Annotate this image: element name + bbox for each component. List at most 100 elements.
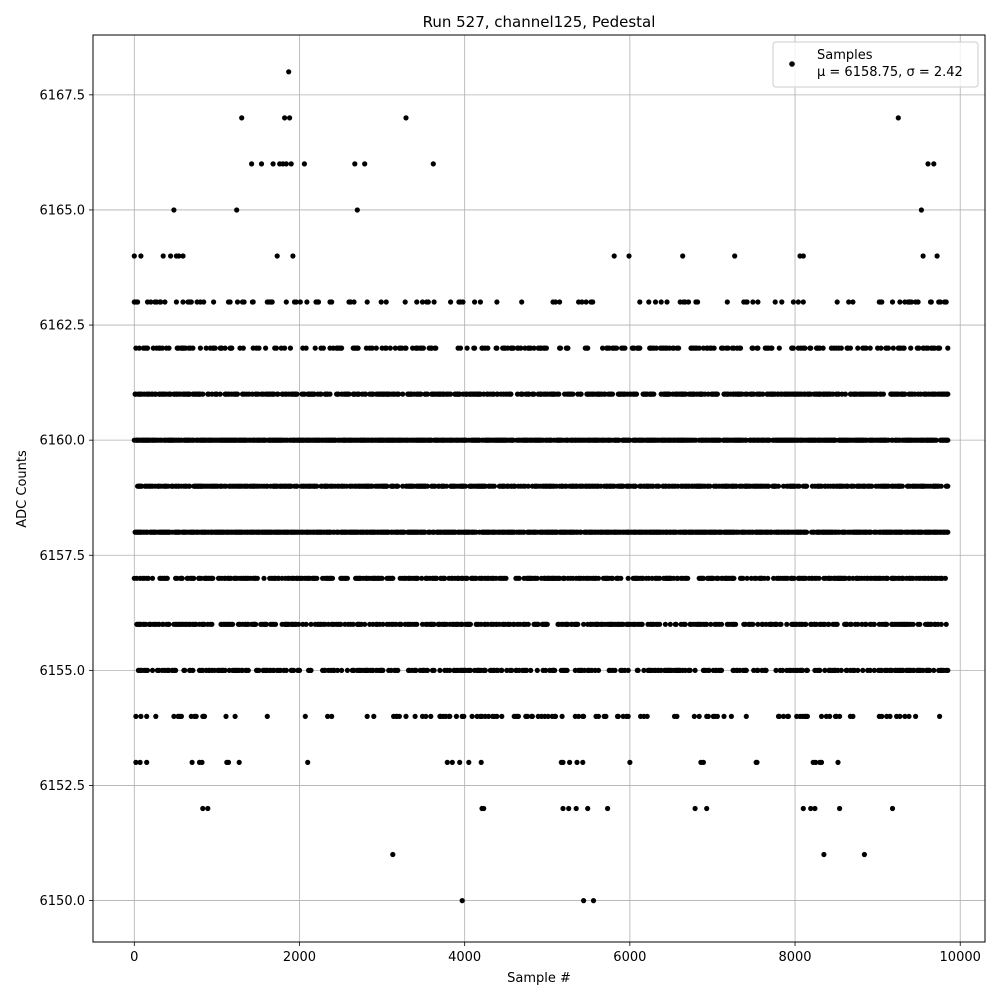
- data-point: [447, 713, 453, 720]
- data-point: [294, 483, 300, 489]
- data-point: [800, 253, 806, 259]
- data-point: [481, 805, 487, 812]
- data-point: [937, 345, 943, 351]
- data-point: [449, 759, 455, 766]
- x-axis-ticks: 0 2000 4000 6000 8000 10000: [130, 942, 981, 965]
- data-point: [201, 299, 207, 305]
- data-point: [222, 345, 228, 351]
- data-point: [885, 345, 892, 351]
- data-point: [817, 667, 823, 674]
- data-point: [834, 299, 840, 305]
- x-tick-label: 10000: [940, 950, 981, 965]
- data-point: [329, 713, 335, 720]
- data-point: [403, 115, 409, 121]
- data-point: [346, 391, 352, 397]
- data-point: [696, 345, 702, 351]
- data-point: [383, 345, 389, 351]
- data-point: [838, 345, 844, 351]
- data-point: [162, 299, 168, 305]
- data-point: [403, 713, 409, 720]
- data-point: [925, 161, 931, 167]
- data-point: [164, 575, 170, 581]
- data-point: [835, 759, 841, 766]
- data-point: [315, 299, 322, 305]
- data-point: [433, 345, 439, 351]
- data-point: [737, 345, 744, 351]
- data-point: [704, 805, 710, 812]
- data-point: [282, 345, 288, 351]
- data-point: [557, 299, 563, 305]
- data-point: [131, 253, 137, 259]
- data-point: [673, 621, 679, 627]
- data-point: [200, 391, 206, 397]
- data-point: [209, 621, 215, 627]
- data-point: [494, 713, 500, 720]
- data-point: [261, 575, 267, 581]
- data-point: [754, 759, 760, 766]
- data-point: [270, 161, 276, 167]
- data-point: [178, 713, 184, 720]
- data-point: [910, 621, 916, 627]
- data-point: [850, 299, 856, 305]
- data-point: [363, 391, 369, 397]
- data-point: [692, 667, 698, 674]
- data-point: [443, 483, 450, 489]
- data-point: [776, 345, 782, 351]
- data-point: [920, 253, 926, 259]
- data-point: [424, 391, 431, 397]
- data-point: [380, 667, 386, 674]
- data-point: [482, 667, 488, 674]
- data-point: [329, 299, 335, 305]
- data-point: [612, 667, 618, 674]
- x-tick-label: 0: [130, 950, 138, 965]
- data-point: [804, 667, 811, 674]
- y-tick-label: 6167.5: [40, 88, 86, 103]
- data-point: [303, 345, 309, 351]
- data-point: [827, 713, 833, 720]
- data-point: [301, 161, 307, 167]
- data-point: [283, 161, 289, 167]
- data-point: [603, 713, 609, 720]
- data-point: [414, 621, 420, 627]
- data-point: [283, 667, 289, 674]
- data-point: [462, 483, 469, 489]
- data-point: [211, 299, 217, 305]
- y-tick-label: 6160.0: [40, 434, 86, 449]
- data-point: [212, 345, 218, 351]
- data-point: [743, 667, 749, 674]
- data-point: [384, 483, 390, 489]
- data-point: [812, 805, 818, 812]
- data-point: [714, 713, 721, 720]
- data-point: [595, 575, 602, 581]
- data-point: [518, 345, 524, 351]
- data-point: [133, 713, 139, 720]
- data-point: [137, 759, 143, 766]
- data-point: [423, 713, 429, 720]
- data-point: [253, 621, 259, 627]
- y-tick-label: 6152.5: [40, 779, 86, 794]
- data-point: [711, 345, 717, 351]
- data-point: [193, 713, 199, 720]
- data-point: [625, 713, 631, 720]
- data-point: [695, 299, 701, 305]
- data-point: [821, 851, 827, 858]
- data-point: [371, 713, 377, 720]
- data-point: [329, 575, 336, 581]
- data-point: [837, 713, 843, 720]
- data-point: [494, 345, 500, 351]
- data-point: [656, 483, 662, 489]
- data-point: [459, 898, 465, 904]
- data-point: [820, 345, 826, 351]
- data-point: [241, 299, 247, 305]
- data-point: [182, 667, 188, 674]
- data-point: [264, 713, 270, 720]
- data-point: [448, 299, 454, 305]
- data-point: [283, 299, 289, 305]
- data-point: [168, 253, 174, 259]
- data-point: [176, 253, 182, 259]
- data-point: [187, 483, 193, 489]
- data-point: [579, 299, 585, 305]
- data-point: [149, 575, 156, 581]
- data-point: [633, 391, 640, 397]
